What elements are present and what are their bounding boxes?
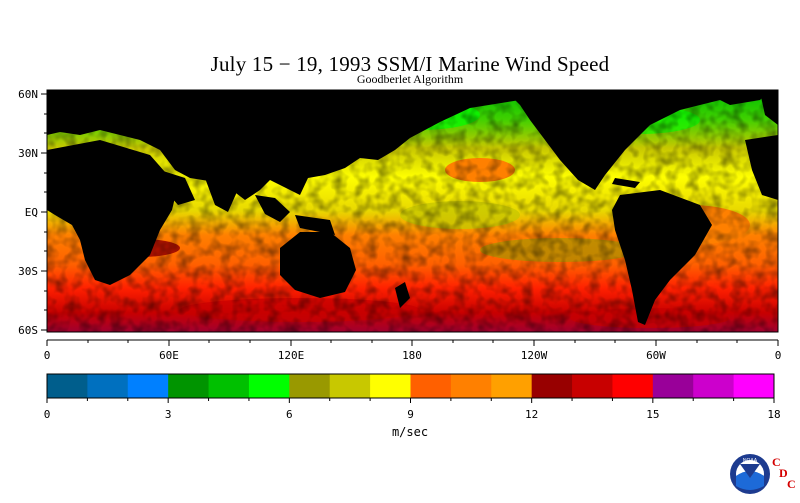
colorbar-swatch (652, 374, 694, 398)
greenland-landmass (700, 90, 770, 105)
lat-ticks (41, 93, 47, 331)
colorbar-swatch (450, 374, 492, 398)
colorbar-unit-label: m/sec (391, 425, 429, 439)
lon-label: 60W (646, 349, 666, 362)
map-frame (46, 89, 779, 333)
colorbar-swatch (47, 374, 88, 398)
caribbean-landmass (612, 178, 640, 188)
colorbar-tick-label: 9 (407, 408, 414, 421)
lon-label: 60E (159, 349, 179, 362)
cdc-letter: C (772, 455, 781, 469)
map-title: July 15 − 19, 1993 SSM/I Marine Wind Spe… (210, 52, 610, 76)
lon-label: 120E (278, 349, 305, 362)
noaa-logo-wave (736, 471, 764, 490)
europe-landmass (760, 92, 778, 125)
colorbar-swatch (370, 374, 411, 398)
colorbar-swatch (248, 374, 290, 398)
map-subtitle: Goodberlet Algorithm (356, 72, 464, 86)
map-field (47, 90, 778, 332)
madagascar-landmass (138, 228, 150, 255)
colorbar-swatch (572, 374, 613, 398)
cdc-letter: D (779, 466, 788, 480)
noaa-logo: NOAA (728, 452, 798, 498)
arabia-landmass (160, 170, 195, 205)
lat-label: 30N (18, 147, 38, 160)
colorbar-swatch (693, 374, 735, 398)
colorbar-swatch (127, 374, 169, 398)
lon-ticks (46, 340, 779, 346)
lon-label: 120W (521, 349, 548, 362)
colorbar-swatch (531, 374, 573, 398)
lon-label: 0 (44, 349, 51, 362)
landmasses (47, 90, 778, 325)
colorbar-swatch (168, 374, 210, 398)
west-africa-landmass (745, 135, 778, 200)
north-america-landmass (505, 90, 778, 190)
lat-label: 30S (18, 265, 38, 278)
colorbar-tick-label: 0 (44, 408, 51, 421)
new-guinea-landmass (295, 215, 335, 235)
india-landmass (205, 178, 240, 212)
colorbar-swatch (208, 374, 250, 398)
colorbar-swatch (733, 374, 775, 398)
eurasia-landmass (47, 90, 600, 200)
colorbar-ticks: 0 3 6 9 12 15 18 (44, 398, 781, 421)
colorbar-tick-label: 6 (286, 408, 293, 421)
indonesia-landmass (255, 195, 290, 222)
lat-label: 60N (18, 88, 38, 101)
colorbar-swatch (491, 374, 533, 398)
colorbar-swatch (410, 374, 452, 398)
australia-landmass (280, 232, 356, 298)
south-america-landmass (612, 190, 712, 325)
cdc-letter: C (787, 477, 796, 491)
colorbar-swatch (329, 374, 371, 398)
colorbar-swatch (289, 374, 331, 398)
colorbar (47, 374, 775, 398)
lon-label: 0 (775, 349, 782, 362)
colorbar-tick-label: 18 (767, 408, 780, 421)
colorbar-tick-label: 3 (165, 408, 172, 421)
lat-label: EQ (25, 206, 38, 219)
noaa-logo-bird (740, 464, 760, 478)
colorbar-swatch (87, 374, 129, 398)
colorbar-tick-label: 12 (525, 408, 538, 421)
lat-label: 60S (18, 324, 38, 337)
noaa-logo-text: NOAA (743, 458, 758, 464)
lon-label: 180 (402, 349, 422, 362)
colorbar-swatch (612, 374, 654, 398)
new-zealand-landmass (395, 282, 410, 308)
colorbar-tick-label: 15 (646, 408, 659, 421)
